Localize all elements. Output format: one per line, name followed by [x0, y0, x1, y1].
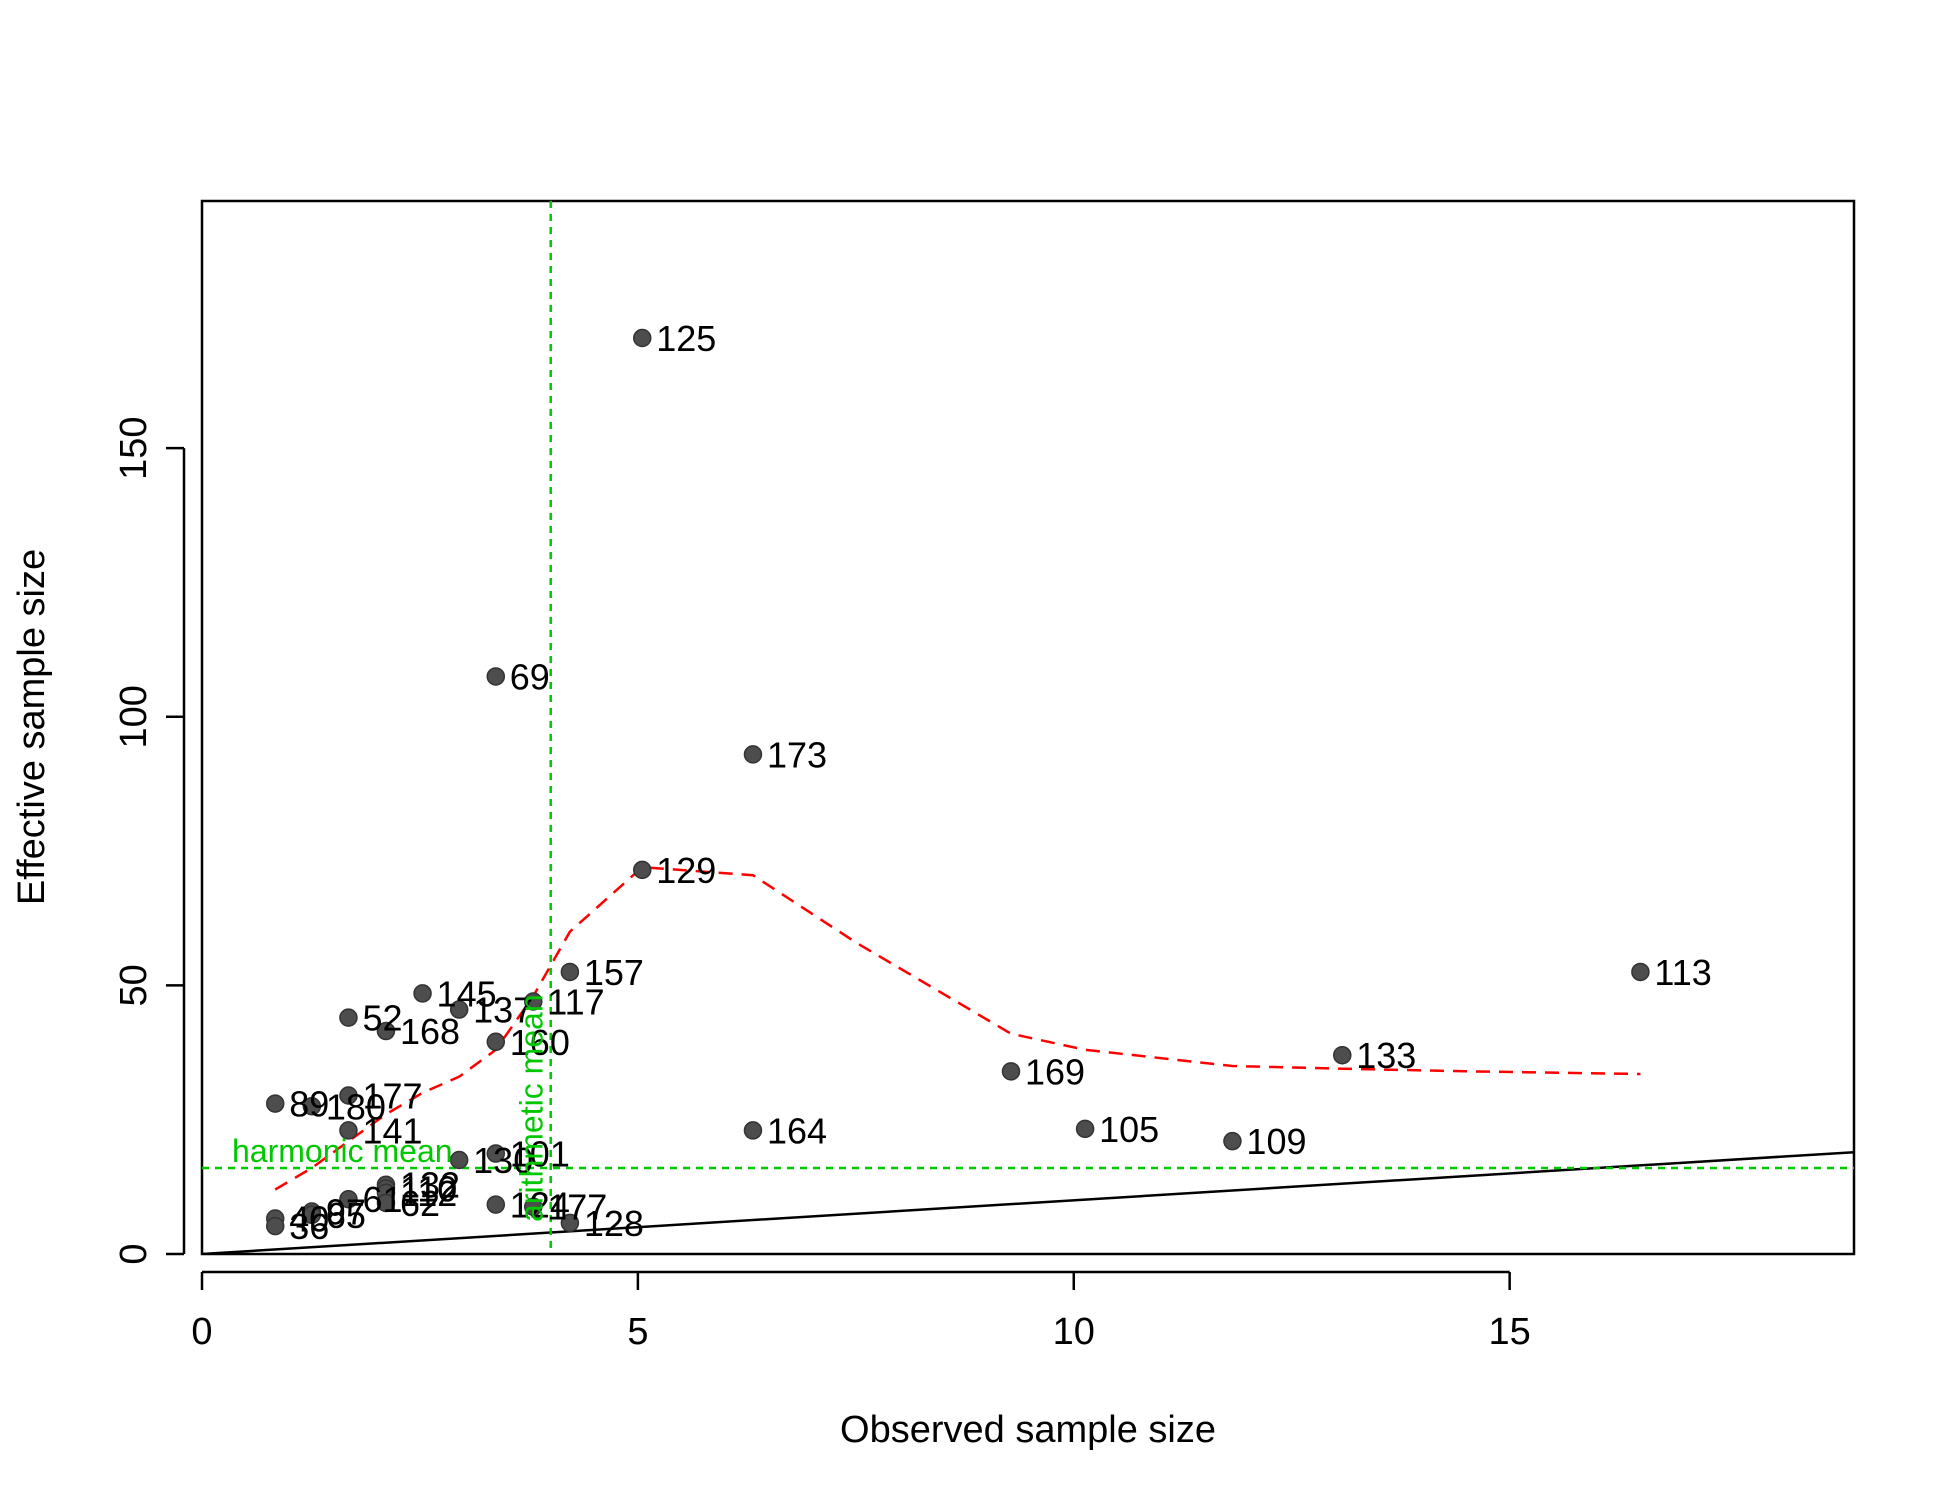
data-point	[339, 1008, 358, 1027]
x-axis: 0 5 10 15	[191, 1270, 1531, 1353]
data-point	[743, 745, 763, 764]
y-tick-label: 0	[113, 1243, 155, 1264]
data-point	[265, 1216, 285, 1236]
point-label: 40	[289, 1199, 329, 1240]
point-label: 133	[1356, 1035, 1416, 1076]
point-label: 177	[362, 1076, 422, 1117]
point-label: 36	[289, 1206, 329, 1247]
point-label: 180	[326, 1086, 386, 1127]
data-point	[1333, 1045, 1352, 1065]
data-point	[486, 1144, 506, 1163]
point-label: 130	[473, 1140, 533, 1181]
point-label: 61	[362, 1179, 402, 1220]
data-point	[449, 1150, 469, 1170]
data-point	[632, 860, 652, 880]
data-point	[1223, 1131, 1242, 1151]
point-label: 69	[510, 656, 550, 697]
point-label: 177	[547, 1187, 607, 1228]
point-label: 52	[362, 998, 402, 1039]
y-axis: 0 50 100 150	[113, 416, 186, 1265]
data-point	[302, 1097, 322, 1116]
data-point	[1631, 962, 1650, 982]
data-point	[265, 1094, 285, 1113]
x-tick-label: 0	[191, 1311, 212, 1353]
y-tick-label: 150	[113, 416, 155, 479]
point-label: 157	[584, 952, 644, 993]
data-point	[486, 1195, 506, 1214]
y-axis-label: Effective sample size	[11, 549, 53, 905]
data-point	[449, 1000, 469, 1019]
y-tick-label: 100	[113, 685, 155, 748]
data-point	[1001, 1062, 1021, 1081]
point-label: 129	[656, 850, 716, 891]
point-label: 101	[510, 1134, 570, 1175]
data-point	[632, 328, 652, 348]
point-label: 109	[1246, 1121, 1306, 1162]
point-label: 141	[362, 1110, 422, 1151]
point-label: 112	[400, 1173, 457, 1214]
point-label: 89	[289, 1084, 329, 1125]
data-point	[560, 962, 580, 982]
data-point	[339, 1121, 358, 1140]
data-point	[524, 1197, 543, 1216]
data-point	[376, 1193, 396, 1213]
point-label: 173	[767, 734, 827, 775]
point-label: 160	[510, 1022, 570, 1063]
point-label: 128	[584, 1203, 644, 1244]
arithmetic-mean-label: arithmetic mean	[514, 994, 550, 1222]
data-point	[413, 984, 432, 1003]
harmonic-mean-label: harmonic mean	[232, 1133, 453, 1169]
x-axis-label: Observed sample size	[840, 1409, 1216, 1451]
point-label: 168	[400, 1011, 460, 1052]
data-point	[560, 1213, 580, 1233]
point-label: 65	[326, 1195, 366, 1236]
point-label: 125	[656, 318, 716, 359]
y-tick-label: 50	[113, 964, 155, 1006]
x-tick-label: 15	[1489, 1311, 1531, 1353]
point-label: 110	[400, 1168, 457, 1209]
data-point	[302, 1205, 322, 1225]
point-label: 105	[1099, 1109, 1159, 1150]
plot-frame	[200, 199, 1856, 1256]
data-point	[486, 667, 506, 686]
smooth-curve	[274, 865, 1641, 1191]
data-point	[339, 1086, 358, 1105]
x-tick-label: 5	[627, 1311, 648, 1353]
point-label: 97	[326, 1192, 366, 1233]
point-label: 117	[547, 981, 604, 1022]
point-label: 62	[400, 1183, 440, 1224]
data-point	[486, 1032, 506, 1052]
point-label: 145	[437, 973, 497, 1014]
point-label: 164	[767, 1110, 827, 1151]
data-point	[376, 1021, 396, 1041]
point-label: 137	[473, 990, 533, 1031]
point-label: 132	[400, 1165, 460, 1206]
data-point	[339, 1189, 358, 1209]
data-point	[524, 992, 543, 1011]
point-label: 113	[1654, 952, 1711, 993]
data-point	[743, 1121, 763, 1140]
identity-line	[202, 1150, 1854, 1254]
point-label: 169	[1025, 1051, 1085, 1092]
data-point	[1075, 1119, 1095, 1139]
point-label: 124	[510, 1185, 570, 1226]
x-tick-label: 10	[1053, 1311, 1095, 1353]
